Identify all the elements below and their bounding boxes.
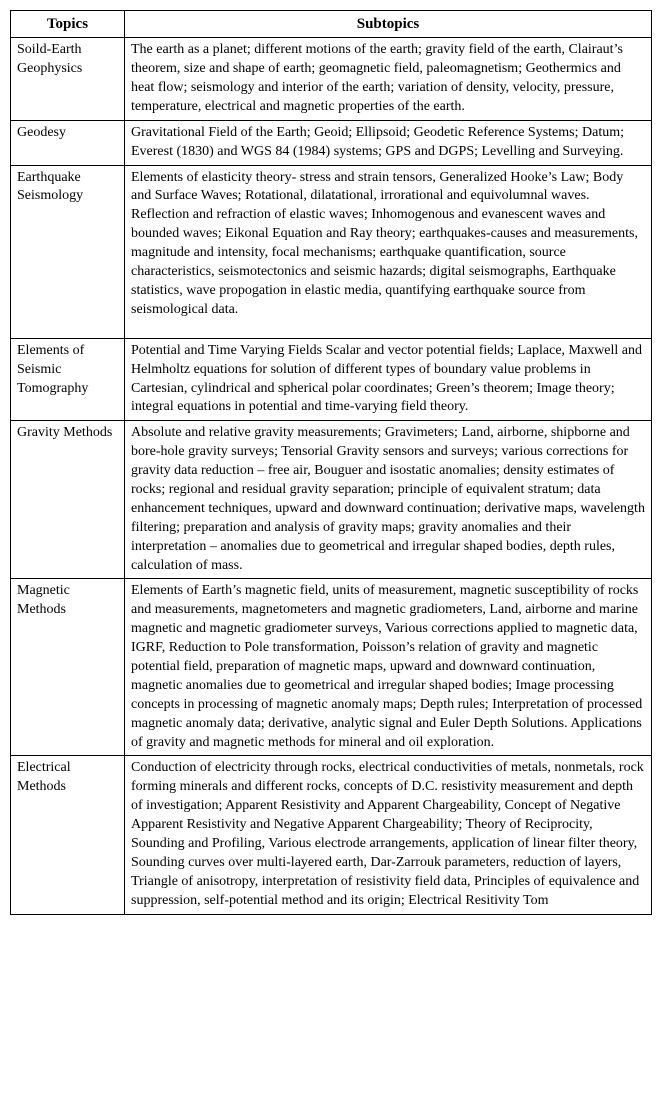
topic-cell: Elements of Seismic Tomography — [11, 338, 125, 421]
subtopic-cell: Potential and Time Varying Fields Scalar… — [125, 338, 652, 421]
topic-cell: Gravity Methods — [11, 421, 125, 579]
table-header-row: Topics Subtopics — [11, 11, 652, 38]
subtopic-cell: The earth as a planet; different motions… — [125, 38, 652, 121]
topic-cell: Earthquake Seismology — [11, 165, 125, 338]
col-header-subtopics: Subtopics — [125, 11, 652, 38]
topic-cell: Geodesy — [11, 120, 125, 165]
topic-cell: Electrical Methods — [11, 756, 125, 914]
col-header-topics: Topics — [11, 11, 125, 38]
topic-cell: Soild-Earth Geophysics — [11, 38, 125, 121]
subtopic-cell: Elements of Earth’s magnetic field, unit… — [125, 579, 652, 756]
table-row: Soild-Earth GeophysicsThe earth as a pla… — [11, 38, 652, 121]
syllabus-table: Topics Subtopics Soild-Earth GeophysicsT… — [10, 10, 652, 915]
table-row: Earthquake SeismologyElements of elastic… — [11, 165, 652, 338]
subtopic-cell: Elements of elasticity theory- stress an… — [125, 165, 652, 338]
table-row: Gravity MethodsAbsolute and relative gra… — [11, 421, 652, 579]
table-row: Elements of Seismic TomographyPotential … — [11, 338, 652, 421]
table-row: GeodesyGravitational Field of the Earth;… — [11, 120, 652, 165]
subtopic-cell: Gravitational Field of the Earth; Geoid;… — [125, 120, 652, 165]
topic-cell: Magnetic Methods — [11, 579, 125, 756]
table-row: Electrical MethodsConduction of electric… — [11, 756, 652, 914]
subtopic-cell: Conduction of electricity through rocks,… — [125, 756, 652, 914]
subtopic-cell: Absolute and relative gravity measuremen… — [125, 421, 652, 579]
table-row: Magnetic MethodsElements of Earth’s magn… — [11, 579, 652, 756]
